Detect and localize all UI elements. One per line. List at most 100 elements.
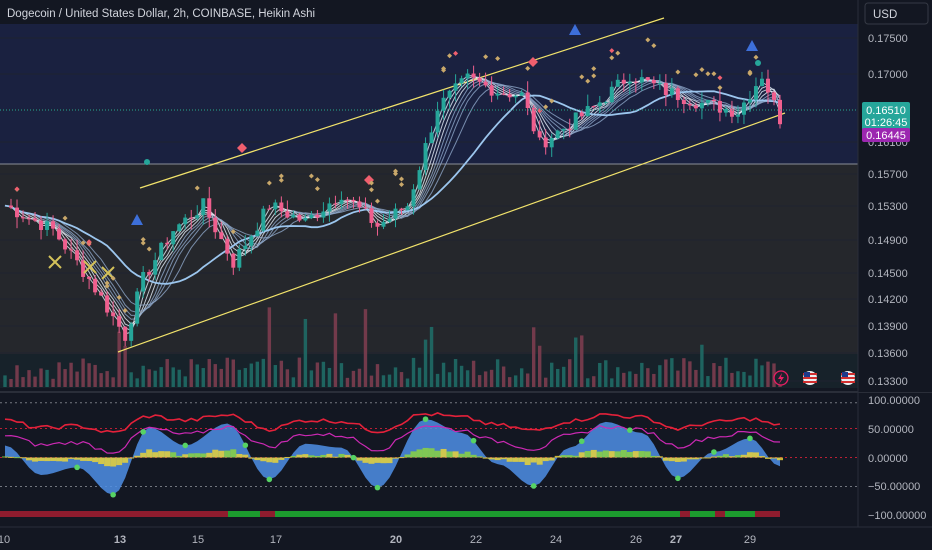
volume-bar bbox=[622, 372, 626, 387]
volume-bar bbox=[105, 371, 109, 387]
candle-body bbox=[705, 99, 710, 103]
candle-body bbox=[273, 202, 278, 210]
histogram-bar bbox=[668, 457, 675, 462]
histogram-bar bbox=[128, 457, 135, 459]
histogram-bar bbox=[188, 453, 195, 458]
candle-body bbox=[687, 104, 692, 106]
volume-bar bbox=[604, 360, 608, 387]
volume-bar bbox=[592, 376, 596, 387]
candle-body bbox=[21, 217, 26, 219]
candle-body bbox=[321, 211, 326, 218]
candle-body bbox=[219, 232, 224, 240]
candle-body bbox=[231, 253, 236, 268]
candle-body bbox=[105, 295, 110, 313]
histogram-bar bbox=[746, 452, 753, 458]
volume-bar bbox=[249, 363, 254, 387]
price-tick-label: 0.14500 bbox=[868, 268, 908, 280]
histogram-bar bbox=[464, 451, 471, 458]
histogram-bar bbox=[56, 457, 63, 462]
volume-bar bbox=[129, 372, 133, 387]
marked-price-label: 0.16445 bbox=[862, 128, 910, 142]
volume-bar bbox=[598, 362, 602, 387]
histogram-bar bbox=[32, 457, 39, 462]
candle-body bbox=[33, 218, 38, 221]
volume-bar bbox=[748, 375, 752, 387]
signal-diamond bbox=[140, 240, 146, 246]
candle-body bbox=[303, 217, 308, 221]
volume-bar bbox=[688, 361, 692, 387]
volume-bar bbox=[243, 368, 248, 387]
signal-diamond bbox=[194, 185, 200, 191]
volume-bar bbox=[628, 371, 632, 387]
indicator-icons[interactable] bbox=[773, 370, 855, 386]
signal-diamond bbox=[116, 294, 122, 300]
candle-body bbox=[369, 208, 374, 223]
oscillator-dot bbox=[627, 427, 633, 433]
histogram-bar bbox=[212, 449, 219, 458]
volume-bar bbox=[634, 373, 638, 387]
histogram-bar bbox=[404, 454, 411, 458]
slow-moving-average bbox=[4, 90, 781, 285]
candle-body bbox=[93, 278, 98, 293]
candle-body bbox=[447, 90, 452, 98]
channel-upper bbox=[139, 17, 665, 189]
time-tick-label: 10 bbox=[0, 534, 10, 546]
volume-bar bbox=[15, 365, 19, 387]
volume-bar bbox=[273, 365, 278, 387]
candle-body bbox=[225, 239, 230, 254]
histogram-bar bbox=[320, 454, 327, 458]
signal-diamond bbox=[308, 173, 314, 179]
signal-diamond bbox=[711, 71, 717, 77]
signal-diamond bbox=[483, 54, 489, 60]
volume-bar bbox=[423, 339, 428, 387]
oscillator-axis[interactable]: 100.00000 50.00000 0.00000 −50.00000 −100.00… bbox=[857, 393, 932, 527]
volume-bar bbox=[309, 370, 314, 387]
volume-bar bbox=[261, 358, 266, 387]
candle-body bbox=[573, 112, 578, 130]
candle-body bbox=[327, 203, 332, 212]
signal-diamond bbox=[104, 280, 110, 286]
histogram-bar bbox=[500, 457, 507, 460]
trend-channel bbox=[117, 17, 786, 353]
candle-body bbox=[135, 291, 140, 324]
candle-body bbox=[741, 102, 746, 115]
price-tick-label: 0.17500 bbox=[868, 33, 908, 45]
oscillator-dot bbox=[74, 464, 80, 471]
price-tick-label: 0.13900 bbox=[868, 321, 908, 333]
time-axis[interactable]: 10 13 15 17 20 22 24 26 27 29 bbox=[0, 526, 932, 550]
price-tick-label: 0.14200 bbox=[868, 294, 908, 306]
histogram-bar bbox=[176, 455, 183, 458]
lightning-icon[interactable] bbox=[773, 370, 789, 386]
volume-bar bbox=[706, 376, 710, 387]
currency-button[interactable]: USD bbox=[864, 2, 929, 25]
candle-body bbox=[483, 81, 488, 86]
histogram-bar bbox=[392, 457, 399, 459]
price-tick-label: 0.14900 bbox=[868, 235, 908, 247]
volume-bar bbox=[327, 367, 332, 387]
currency-label: USD bbox=[873, 9, 897, 21]
volume-bar bbox=[171, 367, 175, 387]
volume-bar bbox=[225, 357, 229, 387]
us-flag-icon[interactable] bbox=[841, 371, 855, 385]
signal-diamond bbox=[609, 55, 615, 61]
histogram-bar bbox=[530, 457, 537, 463]
osc-tick-label: 50.00000 bbox=[868, 424, 914, 436]
oscillator-dot bbox=[470, 437, 477, 444]
histogram-bar bbox=[740, 454, 747, 458]
us-flag-icon[interactable] bbox=[803, 371, 817, 385]
ribbon-line bbox=[4, 80, 781, 316]
volume-bar bbox=[111, 377, 115, 387]
histogram-bar bbox=[638, 451, 645, 458]
volume-bar bbox=[297, 357, 302, 387]
volume-bar bbox=[267, 307, 272, 387]
candle-body bbox=[567, 128, 572, 130]
candle-body bbox=[627, 81, 632, 84]
volume-bar bbox=[75, 371, 79, 387]
price-axis[interactable]: 0.175000.170000.165000.161000.157000.153… bbox=[857, 0, 932, 392]
oscillator-dot bbox=[747, 435, 753, 442]
histogram-bar bbox=[26, 457, 33, 461]
volume-bar bbox=[375, 364, 380, 387]
histogram-bar bbox=[110, 457, 117, 467]
volume-bar bbox=[658, 365, 662, 387]
